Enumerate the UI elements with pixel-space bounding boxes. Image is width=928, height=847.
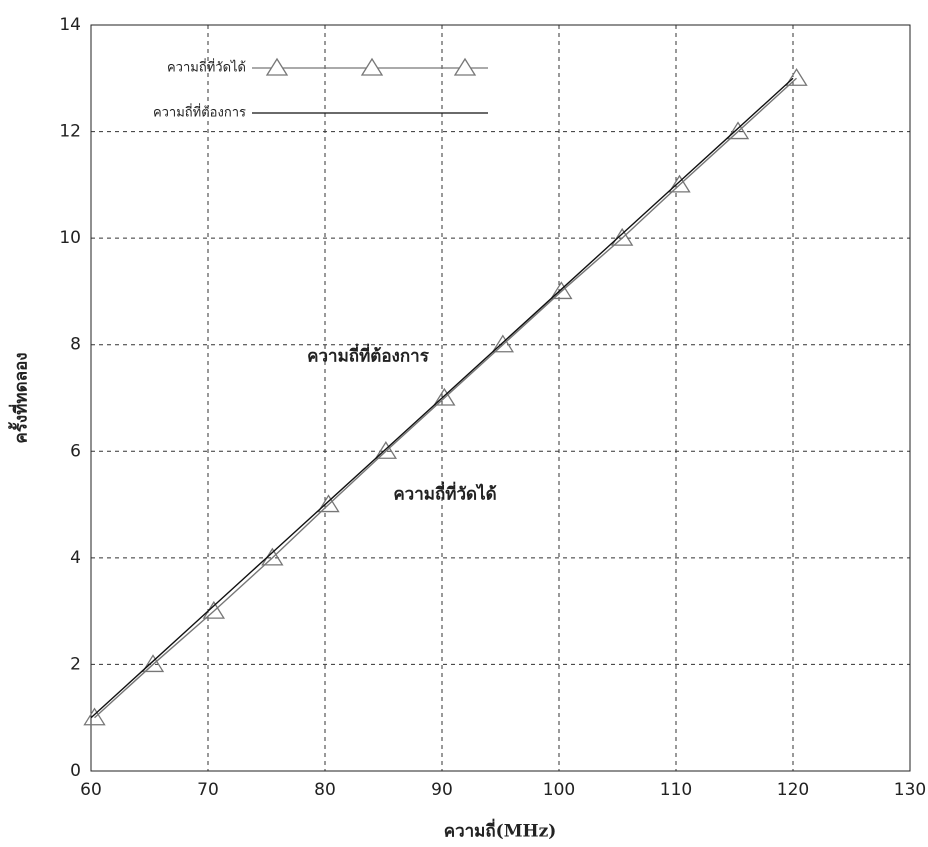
x-tick-label: 110	[660, 780, 692, 800]
x-tick-label: 60	[80, 780, 102, 800]
page: ความถี่(MHz) ครั้งที่ทดลอง 6070809010011…	[0, 0, 928, 847]
annotation: ความถี่ที่ต้องการ	[307, 344, 430, 367]
annotation: ความถี่ที่วัดได้	[393, 482, 496, 505]
y-axis-label: ครั้งที่ทดลอง	[8, 352, 32, 443]
series-line	[95, 78, 797, 717]
plot-frame	[91, 25, 910, 771]
y-tick-label: 14	[59, 15, 81, 35]
x-tick-label: 100	[543, 780, 575, 800]
x-tick-label: 80	[314, 780, 336, 800]
y-tick-label: 2	[70, 654, 81, 674]
y-tick-label: 0	[70, 761, 81, 781]
y-tick-label: 4	[70, 548, 81, 568]
x-tick-label: 130	[894, 780, 926, 800]
series-line	[91, 78, 793, 717]
marker	[787, 69, 807, 85]
legend-marker	[362, 59, 382, 75]
legend-label: ความถี่ที่วัดได้	[167, 59, 246, 76]
y-tick-label: 10	[59, 228, 81, 248]
x-axis-label: ความถี่(MHz)	[444, 819, 557, 842]
legend-label: ความถี่ที่ต้องการ	[153, 104, 246, 121]
y-tick-label: 6	[70, 441, 81, 461]
x-tick-label: 120	[777, 780, 809, 800]
x-tick-label: 70	[197, 780, 219, 800]
chart: ความถี่(MHz) ครั้งที่ทดลอง 6070809010011…	[0, 0, 928, 847]
legend-marker	[455, 59, 475, 75]
legend-marker	[267, 59, 287, 75]
x-tick-label: 90	[431, 780, 453, 800]
y-tick-label: 8	[70, 335, 81, 355]
y-tick-label: 12	[59, 122, 81, 142]
